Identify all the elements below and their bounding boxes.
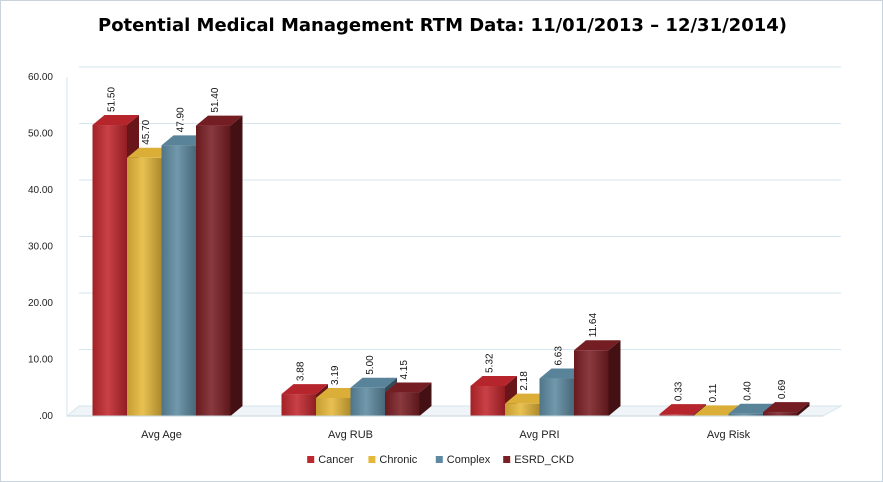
- y-tick-label: 10.00: [28, 355, 53, 366]
- data-label: 3.88: [296, 361, 307, 381]
- data-label: 2.18: [519, 371, 530, 391]
- bar-avg-age-esrd_ckd: [196, 115, 243, 416]
- bar-side: [797, 402, 810, 416]
- legend-label: ESRD_CKD: [514, 454, 574, 466]
- bar-front: [505, 403, 540, 416]
- bar-front: [539, 378, 574, 416]
- x-category-label: Avg RUB: [328, 429, 373, 441]
- y-tick-label: 20.00: [28, 298, 53, 309]
- legend-item-chronic: Chronic: [368, 454, 418, 466]
- bar-front: [196, 125, 231, 416]
- data-label: 45.70: [141, 119, 152, 144]
- data-label: 0.40: [743, 381, 754, 401]
- data-label: 51.40: [210, 87, 221, 112]
- legend-layer: Cancer Chronic Complex ESRD_CKD: [307, 454, 574, 466]
- bars-layer: [92, 115, 810, 417]
- bar-top: [659, 404, 706, 415]
- legend-swatch: [435, 456, 443, 463]
- legend-item-esrd_ckd: ESRD_CKD: [503, 454, 574, 466]
- bar-top: [728, 403, 775, 414]
- legend-item-complex: Complex: [435, 454, 491, 466]
- bar-front: [92, 125, 127, 417]
- bar-top: [281, 384, 328, 395]
- data-label: 0.33: [674, 381, 685, 401]
- data-label: 51.50: [107, 87, 118, 112]
- bar-side: [230, 115, 243, 416]
- data-label: 5.32: [485, 353, 496, 373]
- legend-item-cancer: Cancer: [307, 454, 354, 466]
- bar-top: [763, 402, 810, 413]
- chart-title: Potential Medical Management RTM Data: 1…: [98, 15, 787, 36]
- bar-avg-pri-esrd_ckd: [574, 340, 621, 416]
- y-tick-label: 40.00: [28, 185, 53, 196]
- data-label: 3.19: [330, 365, 341, 385]
- data-label: 47.90: [176, 107, 187, 132]
- bar-top: [196, 115, 243, 126]
- y-tick-label: 50.00: [28, 129, 53, 140]
- legend-label: Chronic: [379, 454, 417, 466]
- labels-layer: 51.50 45.70 47.90 51.40 3.88 3.19 5.00 4.15 5.32…: [107, 87, 789, 403]
- bar-front: [659, 414, 694, 416]
- bar-front: [127, 157, 162, 417]
- bar-top: [574, 340, 621, 351]
- bar-avg-risk-esrd_ckd: [763, 402, 810, 416]
- data-label: 4.15: [399, 360, 410, 380]
- bar-side: [608, 340, 621, 416]
- legend-swatch: [307, 456, 315, 463]
- bar-front: [763, 412, 798, 416]
- y-tick-label: 60.00: [28, 72, 53, 83]
- bar-front: [350, 387, 385, 416]
- axis-layer: .00 10.00 20.00 30.00 40.00 50.00 60.00 Avg Age…: [28, 72, 823, 441]
- bar-front: [470, 385, 505, 416]
- bar-front: [385, 392, 420, 416]
- x-category-label: Avg PRI: [519, 429, 559, 441]
- data-label: 6.63: [554, 346, 565, 366]
- bar-top: [470, 375, 517, 386]
- legend-swatch: [503, 456, 511, 463]
- bar-front: [161, 145, 196, 417]
- data-label: 0.69: [777, 379, 788, 399]
- x-category-label: Avg Risk: [707, 429, 751, 441]
- bar-top: [385, 382, 432, 393]
- data-label: 5.00: [365, 355, 376, 375]
- y-tick-label: .00: [39, 411, 53, 422]
- bar-top: [350, 377, 397, 388]
- legend-label: Complex: [447, 454, 491, 466]
- legend-swatch: [368, 456, 376, 463]
- legend-label: Cancer: [318, 454, 354, 466]
- bar-front: [281, 394, 316, 416]
- bar-top: [92, 115, 139, 126]
- bar-avg-rub-esrd_ckd: [385, 382, 432, 416]
- bar-front: [316, 397, 351, 416]
- bar-front: [728, 413, 763, 416]
- data-label: 0.11: [708, 383, 719, 402]
- y-tick-label: 30.00: [28, 242, 53, 253]
- bar-side: [419, 382, 432, 416]
- x-category-label: Avg Age: [141, 429, 182, 441]
- data-label: 11.64: [588, 313, 599, 338]
- bar-top: [694, 405, 741, 416]
- bar-front: [574, 350, 609, 416]
